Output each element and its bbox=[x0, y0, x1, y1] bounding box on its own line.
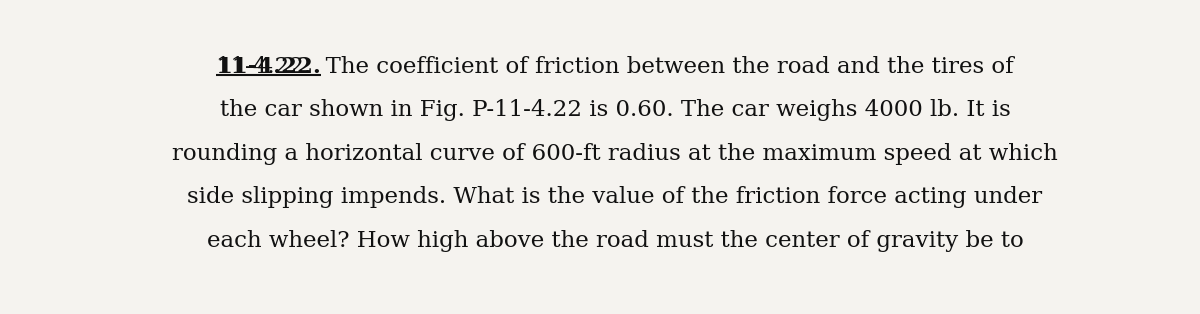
Text: side slipping impends. What is the value of the friction force acting under: side slipping impends. What is the value… bbox=[187, 186, 1043, 208]
Text: rounding a horizontal curve of 600-ft radius at the maximum speed at which: rounding a horizontal curve of 600-ft ra… bbox=[172, 143, 1058, 165]
Text: 11-4.22.  The coefficient of friction between the road and the tires of: 11-4.22. The coefficient of friction bet… bbox=[216, 56, 1014, 78]
Text: 11-4.22.: 11-4.22. bbox=[216, 56, 322, 78]
Text: the car shown in Fig. P-11-4.22 is 0.60. The car weighs 4000 lb. It is: the car shown in Fig. P-11-4.22 is 0.60.… bbox=[220, 99, 1010, 121]
Text: each wheel? How high above the road must the center of gravity be to: each wheel? How high above the road must… bbox=[206, 230, 1024, 252]
